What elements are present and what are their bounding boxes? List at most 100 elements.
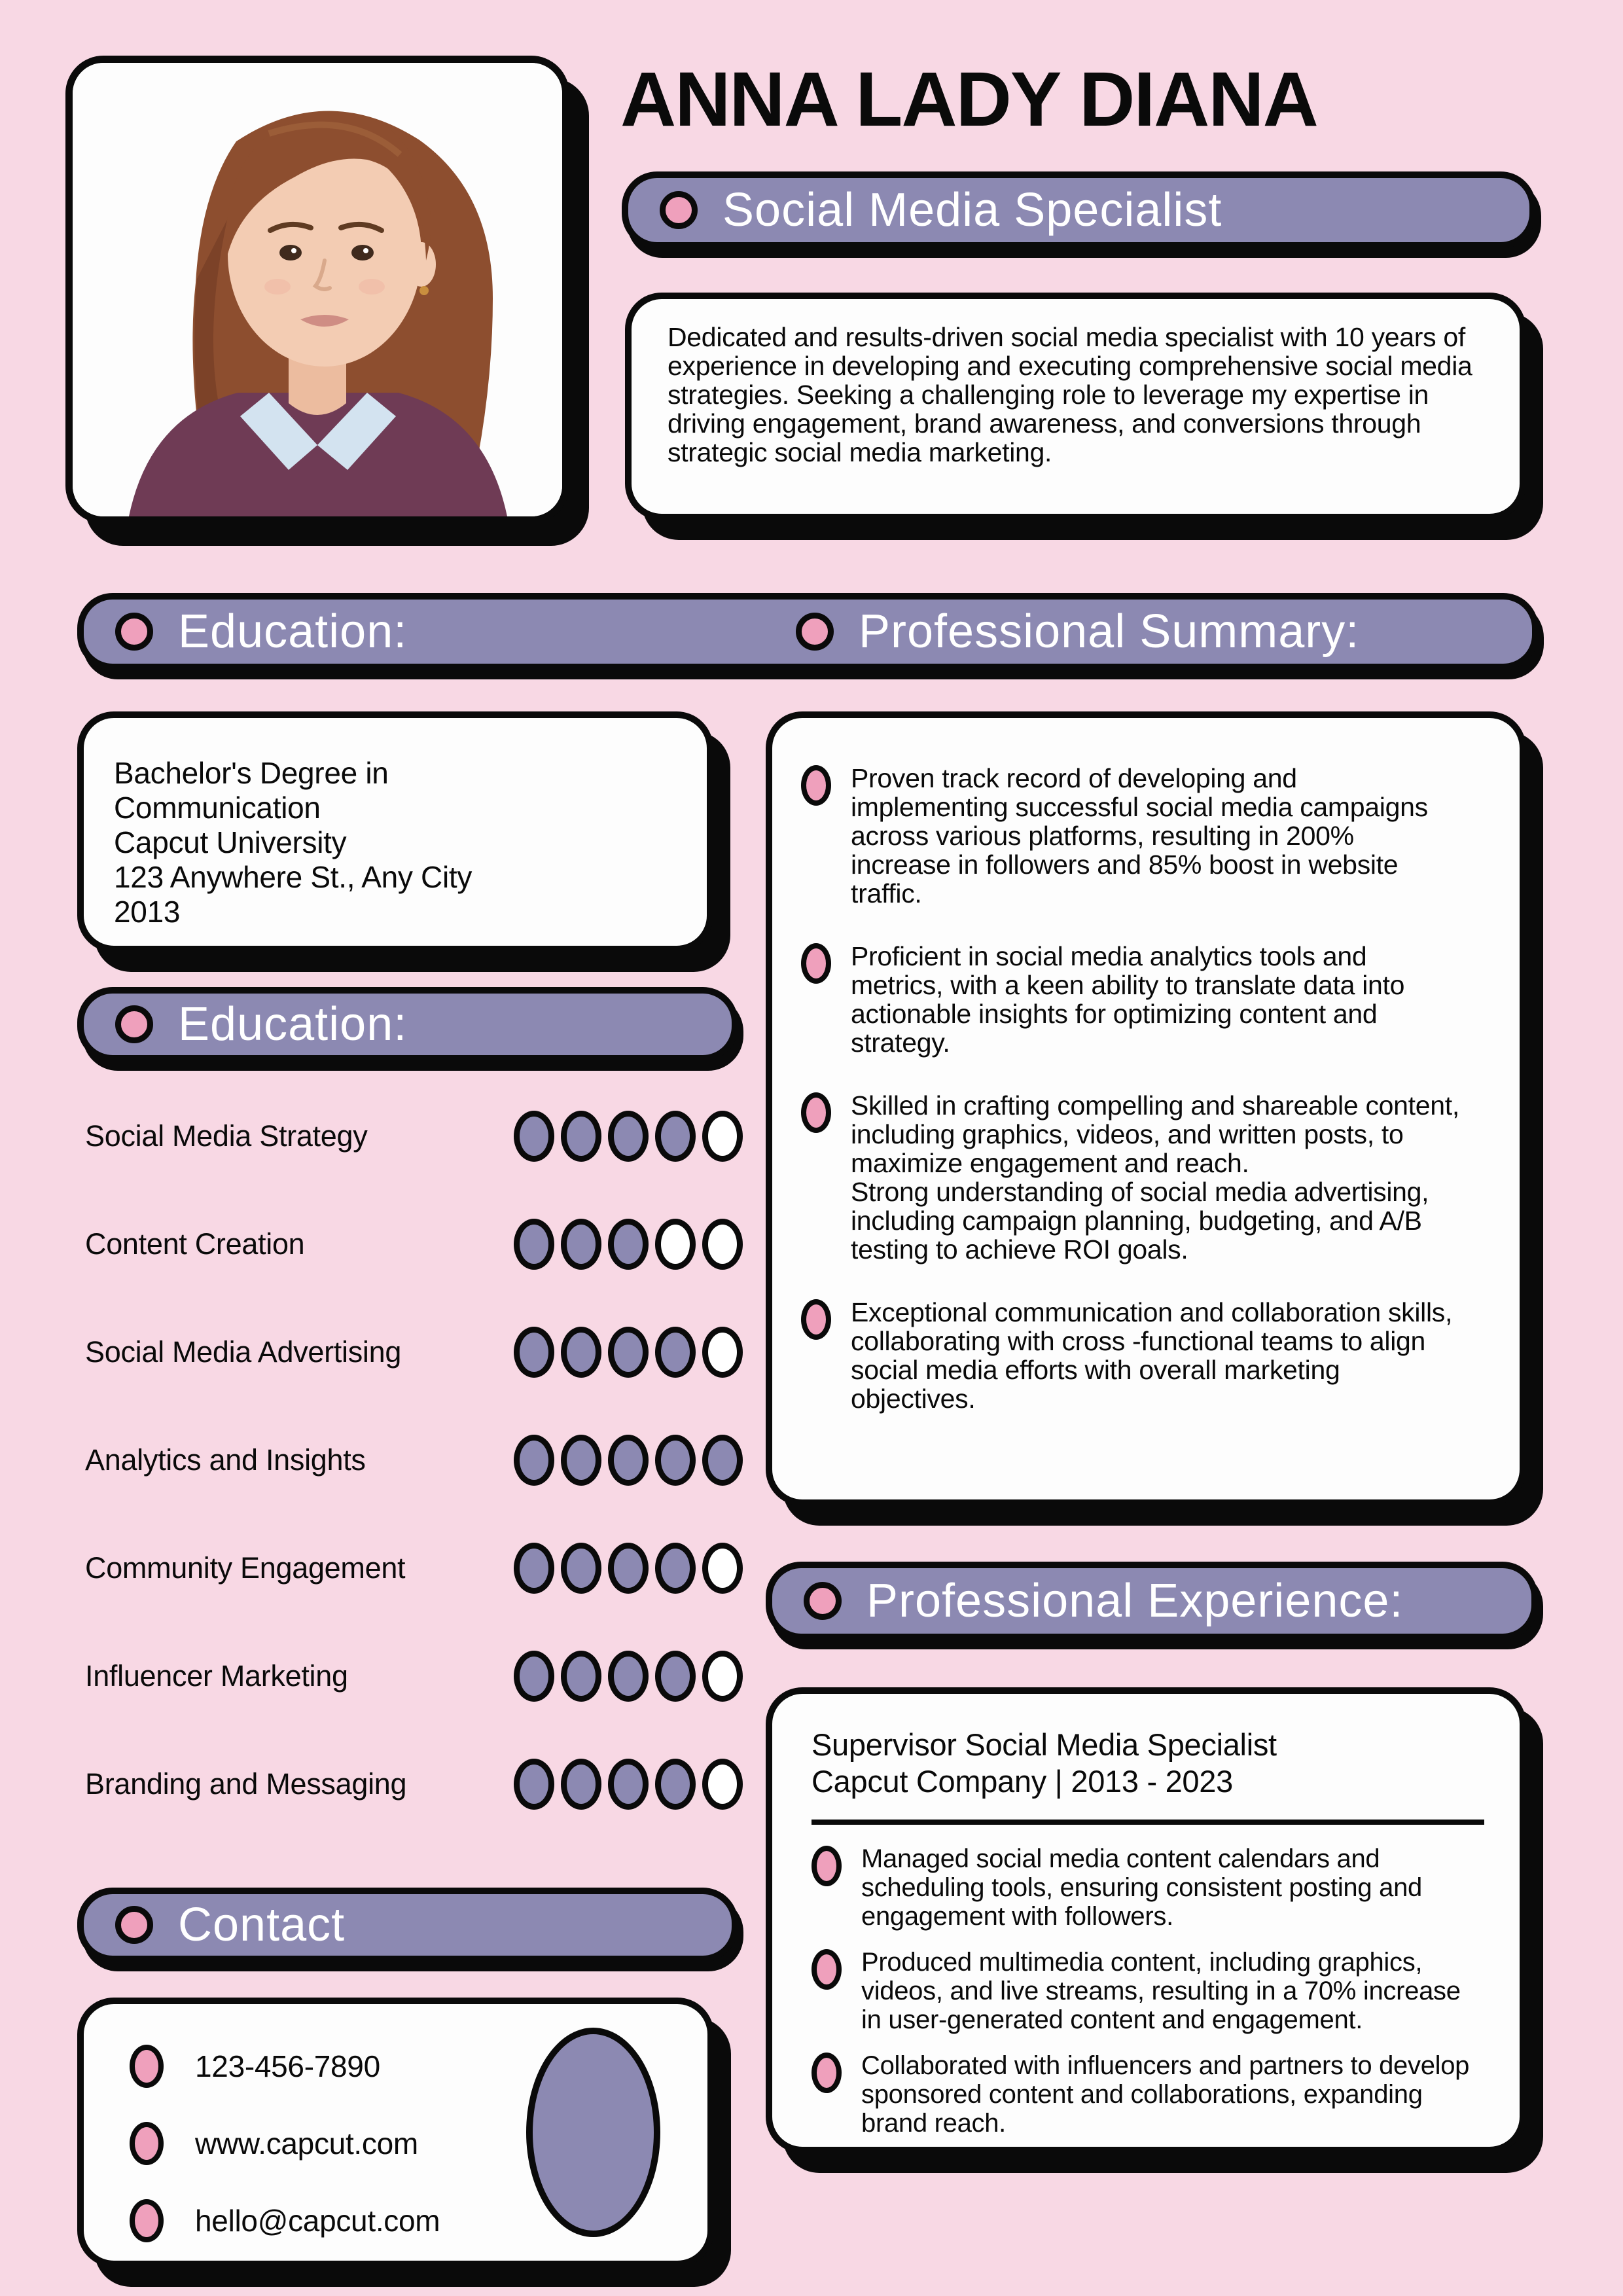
skill-row: Social Media Advertising	[85, 1324, 743, 1380]
professional-summary-heading: Professional Summary:	[859, 605, 1360, 658]
skill-rating	[507, 1327, 743, 1378]
rating-dot	[514, 1759, 554, 1810]
rating-dot	[702, 1759, 743, 1810]
pink-dot-icon	[801, 1092, 831, 1133]
profile-photo-card	[65, 56, 569, 524]
contact-section-header: Contact	[77, 1888, 738, 1962]
skills-section-header: Education:	[77, 987, 738, 1062]
summary-bullet: Proficient in social media analytics too…	[801, 942, 1491, 1057]
pink-dot-icon	[801, 1299, 831, 1340]
education-section-header: Education:	[84, 605, 764, 658]
rating-dot	[561, 1327, 601, 1378]
phone-number[interactable]: 123-456-7890	[195, 2049, 380, 2083]
education-details: Bachelor's Degree in Communication Capcu…	[114, 756, 473, 929]
skill-label: Community Engagement	[85, 1551, 406, 1585]
experience-bullet-text: Managed social media content calendars a…	[861, 1844, 1422, 1931]
about-text: Dedicated and results-driven social medi…	[668, 322, 1472, 467]
contact-phone-row: 123-456-7890	[130, 2045, 707, 2088]
rating-dot	[608, 1759, 649, 1810]
experience-company-period: Capcut Company | 2013 - 2023	[812, 1764, 1233, 1799]
education-card: Bachelor's Degree in Communication Capcu…	[77, 711, 713, 952]
skill-row: Branding and Messaging	[85, 1756, 743, 1812]
rating-dot	[514, 1111, 554, 1162]
rating-dot	[655, 1111, 696, 1162]
rating-dot	[702, 1327, 743, 1378]
experience-bullet-text: Produced multimedia content, including g…	[861, 1948, 1461, 2034]
rating-dot	[608, 1327, 649, 1378]
pink-dot-icon	[115, 613, 153, 651]
experience-role: Supervisor Social Media Specialist	[812, 1727, 1277, 1762]
professional-summary-card: Proven track record of developing and im…	[766, 711, 1526, 1506]
rating-dot	[561, 1759, 601, 1810]
rating-dot	[514, 1219, 554, 1270]
rating-dot	[561, 1111, 601, 1162]
skill-label: Social Media Strategy	[85, 1119, 368, 1153]
experience-bullet: Produced multimedia content, including g…	[812, 1948, 1491, 2034]
rating-dot	[655, 1219, 696, 1270]
rating-dot	[608, 1543, 649, 1594]
rating-dot	[655, 1543, 696, 1594]
rating-dot	[514, 1435, 554, 1486]
experience-section-header: Professional Experience:	[766, 1562, 1538, 1640]
pink-dot-icon	[804, 1582, 842, 1620]
rating-dot	[561, 1219, 601, 1270]
contact-card: 123-456-7890 www.capcut.com hello@capcut…	[77, 1998, 714, 2267]
contact-website-row: www.capcut.com	[130, 2122, 707, 2165]
divider	[812, 1820, 1484, 1825]
name-heading: ANNA LADY DIANA	[620, 56, 1319, 143]
skill-rating	[507, 1435, 743, 1486]
email-link[interactable]: hello@capcut.com	[195, 2204, 440, 2238]
skill-label: Analytics and Insights	[85, 1443, 366, 1477]
skill-label: Influencer Marketing	[85, 1659, 348, 1693]
profile-photo	[73, 63, 562, 516]
skill-rating	[507, 1759, 743, 1810]
experience-card: Supervisor Social Media Specialist Capcu…	[766, 1687, 1526, 2153]
skill-label: Social Media Advertising	[85, 1335, 402, 1369]
rating-dot	[655, 1759, 696, 1810]
pink-dot-icon	[796, 613, 834, 651]
rating-dot	[514, 1327, 554, 1378]
summary-bullet-text: Proven track record of developing and im…	[851, 763, 1428, 908]
pink-dot-icon	[812, 1846, 842, 1886]
education-heading: Education:	[178, 605, 408, 658]
pink-dot-icon	[812, 2053, 842, 2093]
about-card: Dedicated and results-driven social medi…	[625, 293, 1526, 520]
rating-dot	[608, 1435, 649, 1486]
contact-heading: Contact	[178, 1899, 346, 1951]
website-link[interactable]: www.capcut.com	[195, 2126, 418, 2161]
skill-row: Analytics and Insights	[85, 1432, 743, 1488]
summary-bullet-text: Proficient in social media analytics too…	[851, 941, 1405, 1058]
rating-dot	[655, 1435, 696, 1486]
rating-dot	[561, 1651, 601, 1702]
rating-dot	[655, 1327, 696, 1378]
professional-summary-section-header: Professional Summary:	[764, 605, 1359, 658]
skill-label: Content Creation	[85, 1227, 305, 1261]
skills-heading: Education:	[178, 998, 408, 1050]
pink-dot-icon	[660, 191, 698, 229]
skill-rating	[507, 1219, 743, 1270]
rating-dot	[702, 1219, 743, 1270]
pink-dot-icon	[801, 943, 831, 984]
experience-bullets: Managed social media content calendars a…	[812, 1844, 1491, 2138]
skill-rating	[507, 1651, 743, 1702]
job-title-banner: Social Media Specialist	[622, 171, 1536, 249]
contact-email-row: hello@capcut.com	[130, 2199, 707, 2242]
rating-dot	[655, 1651, 696, 1702]
pink-dot-icon	[115, 1906, 153, 1944]
rating-dot	[608, 1219, 649, 1270]
experience-bullet: Managed social media content calendars a…	[812, 1844, 1491, 1931]
summary-bullet-text: Skilled in crafting compelling and share…	[851, 1090, 1459, 1265]
skill-label: Branding and Messaging	[85, 1767, 407, 1801]
skills-list: Social Media Strategy Content Creation S…	[85, 1108, 743, 1864]
rating-dot	[608, 1111, 649, 1162]
contact-decoration-circle	[526, 2028, 660, 2237]
rating-dot	[702, 1651, 743, 1702]
section-banner-row: Education: Professional Summary:	[77, 593, 1539, 670]
skill-row: Content Creation	[85, 1216, 743, 1272]
skill-rating	[507, 1111, 743, 1162]
skill-row: Community Engagement	[85, 1540, 743, 1596]
pink-dot-icon	[801, 765, 831, 806]
rating-dot	[561, 1435, 601, 1486]
summary-bullet: Skilled in crafting compelling and share…	[801, 1091, 1491, 1264]
